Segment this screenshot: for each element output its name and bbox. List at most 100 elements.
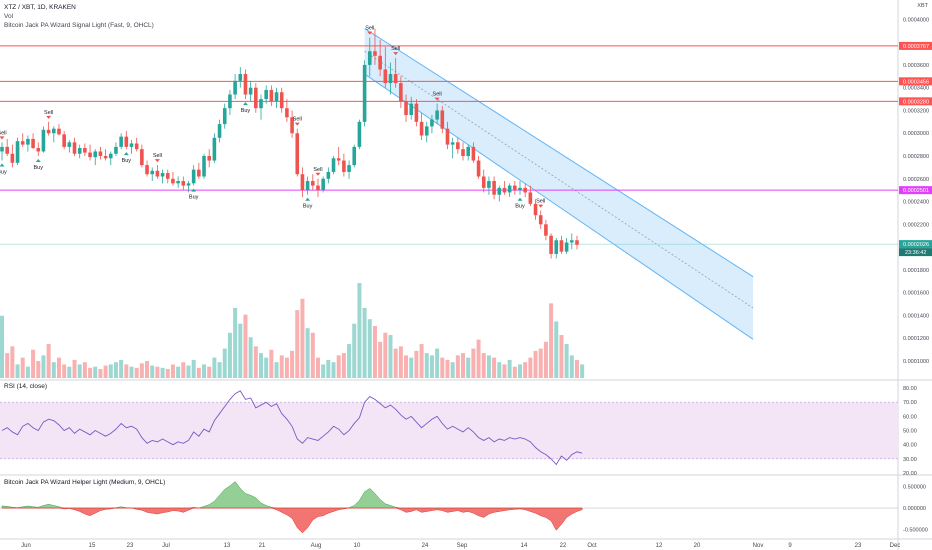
countdown-label: 23:36:42 — [905, 250, 926, 256]
candle — [67, 140, 72, 153]
candle — [26, 135, 30, 152]
candle — [41, 126, 46, 153]
price-tick-label: 0.0003000 — [903, 131, 929, 137]
candle — [492, 176, 496, 200]
candle — [264, 85, 268, 104]
buy-marker — [517, 197, 523, 201]
buy-label: Buy — [515, 204, 525, 210]
candle — [83, 143, 87, 156]
candle — [285, 99, 289, 122]
volume-bar — [160, 367, 165, 378]
volume-bar — [471, 348, 476, 378]
date-tick-label: Jun — [21, 543, 31, 549]
candle-body — [36, 148, 41, 152]
volume-bar — [476, 339, 481, 378]
level-badge-label: 0.0002501 — [903, 188, 929, 194]
volume-bar — [238, 323, 243, 378]
sell-marker — [315, 172, 321, 176]
volume-bar — [295, 310, 300, 378]
candle-body — [357, 121, 362, 147]
volume-bar — [88, 367, 93, 378]
channel-lower-line — [364, 73, 754, 340]
candle-body — [518, 187, 522, 191]
candle — [62, 130, 66, 150]
indicator-title: Bitcoin Jack PA Wizard Signal Light (Fas… — [4, 22, 154, 29]
candle — [114, 142, 118, 156]
candle-body — [311, 181, 315, 186]
candle — [119, 133, 123, 150]
volume-bar — [248, 337, 253, 378]
candle-body — [222, 108, 227, 125]
price-tick-label: 0.0002400 — [903, 200, 929, 206]
volume-bar — [414, 350, 419, 378]
price-tick-label: 0.0004000 — [903, 17, 929, 23]
candle — [20, 133, 25, 147]
volume-bar — [134, 367, 139, 378]
candle — [93, 149, 98, 166]
candle — [471, 142, 476, 163]
last-price-label: 0.0002026 — [903, 242, 929, 248]
candle — [186, 181, 191, 193]
volume-bar — [36, 361, 41, 378]
candle-body — [487, 181, 491, 188]
sell-marker — [434, 97, 440, 101]
candle — [461, 142, 465, 161]
volume-bar — [253, 346, 258, 378]
candle-body — [46, 129, 51, 134]
candle — [564, 237, 569, 254]
volume-bar — [150, 365, 155, 378]
time-axis[interactable]: Jun 15 23 Jul 13 21 Aug 10 24 Sep 14 22 Oct 12 20 Nov 9 2… — [21, 543, 900, 549]
volume-bar — [336, 355, 341, 378]
candle-body — [248, 87, 253, 95]
candle-body — [191, 169, 196, 184]
candle-body — [165, 173, 170, 179]
rsi-band — [0, 402, 898, 459]
sell-marker — [154, 159, 160, 163]
buy-marker — [0, 163, 5, 167]
candle-body — [259, 99, 263, 109]
sell-marker — [393, 52, 399, 56]
candle-body — [342, 160, 346, 172]
volume-bar — [383, 332, 388, 378]
price-axis[interactable]: 0.0004000 0.0003600 0.0003400 0.0003200 0.00… — [899, 17, 932, 533]
volume-bar — [264, 357, 269, 378]
volume-bar — [569, 355, 574, 378]
volume-bar — [310, 332, 315, 378]
rsi-title: RSI (14, close) — [4, 383, 47, 390]
volume-bar — [269, 349, 274, 378]
volume-bar — [82, 362, 87, 378]
candle — [52, 126, 56, 143]
price-tick-label: 0.0001000 — [903, 359, 929, 365]
sell-label: Sell — [536, 199, 545, 205]
candle-body — [404, 101, 408, 116]
volume-bar — [98, 368, 103, 378]
candle — [181, 176, 186, 191]
buy-marker — [123, 152, 129, 156]
date-tick-label: Nov — [753, 543, 764, 549]
candle-body — [300, 174, 305, 191]
candle — [435, 103, 439, 125]
volume-bar — [31, 349, 36, 378]
volume-bar — [113, 362, 118, 378]
volume-bar — [77, 364, 82, 378]
horizontal-levels[interactable] — [0, 45, 898, 245]
date-tick-label: 23 — [127, 543, 134, 549]
volume-bar — [170, 364, 175, 378]
volume-bar — [217, 362, 222, 378]
volume-bar — [450, 362, 455, 378]
volume-bar — [492, 357, 497, 378]
candle-body — [134, 143, 139, 150]
level-badge — [899, 97, 932, 106]
candle-body — [528, 192, 533, 204]
candle-body — [155, 170, 160, 177]
candle-body — [119, 136, 123, 147]
candle-body — [290, 117, 294, 134]
candle — [383, 46, 388, 88]
volume-bar — [466, 357, 471, 378]
date-tick-label: 10 — [354, 543, 361, 549]
descending-channel[interactable] — [364, 28, 754, 340]
volume-bar — [331, 362, 336, 378]
buy-label: Buy — [34, 165, 44, 171]
rsi-tick-label: 70.00 — [903, 400, 917, 406]
